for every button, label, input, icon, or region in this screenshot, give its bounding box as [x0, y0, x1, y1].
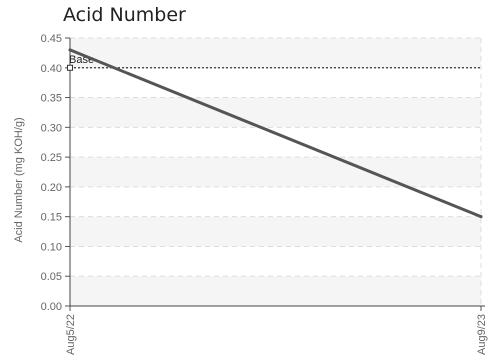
y-tick-label: 0.15 [41, 212, 62, 224]
x-axis-ticks: Aug5/22 Aug9/23 [65, 306, 488, 355]
chart-title: Acid Number [63, 4, 186, 26]
y-tick-label: 0.25 [41, 152, 62, 164]
y-tick-label: 0.30 [41, 122, 62, 134]
y-tick-label: 0.40 [41, 63, 62, 75]
plot-band [70, 38, 481, 68]
y-axis-ticks: 0.00 0.05 0.10 0.15 0.20 0.25 0.30 0.35 0.40 0.45 [41, 33, 70, 313]
y-tick-label: 0.10 [41, 241, 62, 253]
plot-band [70, 157, 481, 187]
y-tick-label: 0.35 [41, 93, 62, 105]
y-tick-label: 0.45 [41, 33, 62, 45]
gridlines [70, 37, 482, 306]
x-tick-label: Aug9/23 [476, 314, 488, 355]
y-tick-label: 0.00 [41, 301, 62, 313]
series-line [68, 48, 483, 219]
series-group [68, 48, 483, 219]
plot-band [70, 276, 481, 306]
plot-bands [70, 38, 481, 306]
axes [69, 38, 485, 307]
y-axis-title: Acid Number (mg KOH/g) [13, 117, 25, 242]
base-marker [67, 64, 73, 71]
y-tick-label: 0.05 [41, 271, 62, 283]
plot-band [70, 97, 481, 128]
data-point [68, 48, 72, 52]
data-point [479, 215, 483, 219]
y-tick-label: 0.20 [41, 182, 62, 194]
x-tick-label: Aug5/22 [65, 314, 77, 355]
plot-band [70, 216, 481, 247]
